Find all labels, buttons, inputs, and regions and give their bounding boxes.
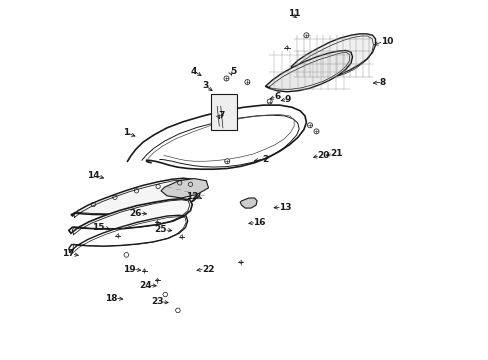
Polygon shape [240,198,257,208]
Polygon shape [161,179,208,198]
Text: 5: 5 [229,67,236,76]
Text: 17: 17 [62,249,75,258]
Text: 25: 25 [154,225,167,234]
Circle shape [307,123,312,128]
Text: 21: 21 [329,149,342,158]
Text: 7: 7 [218,112,224,121]
Text: 4: 4 [190,67,197,76]
Text: 9: 9 [284,95,290,104]
Text: 1: 1 [123,128,129,137]
Text: 2: 2 [261,155,267,163]
Polygon shape [163,292,167,297]
Text: 14: 14 [87,171,100,180]
Text: 16: 16 [253,218,265,227]
Text: 6: 6 [273,92,280,101]
Text: 18: 18 [105,294,118,302]
Text: 13: 13 [279,202,291,211]
Text: 22: 22 [202,265,214,274]
Text: 15: 15 [92,223,104,232]
Circle shape [224,76,228,81]
Text: 12: 12 [185,192,198,201]
Polygon shape [123,253,129,257]
FancyBboxPatch shape [211,94,237,130]
Polygon shape [175,308,180,312]
Text: 3: 3 [202,81,208,90]
Text: 20: 20 [317,151,329,160]
Circle shape [313,129,318,134]
Text: 24: 24 [139,281,151,289]
Circle shape [303,33,308,38]
Circle shape [244,80,249,85]
Polygon shape [69,199,192,233]
Polygon shape [291,34,375,80]
Circle shape [266,99,272,104]
Text: 26: 26 [129,209,142,217]
Polygon shape [71,178,200,216]
Text: 23: 23 [151,297,163,306]
Text: 11: 11 [287,9,300,18]
Circle shape [224,159,229,164]
Text: 8: 8 [379,78,385,87]
Text: 10: 10 [380,37,392,46]
Polygon shape [265,50,352,92]
Text: 19: 19 [123,265,136,274]
